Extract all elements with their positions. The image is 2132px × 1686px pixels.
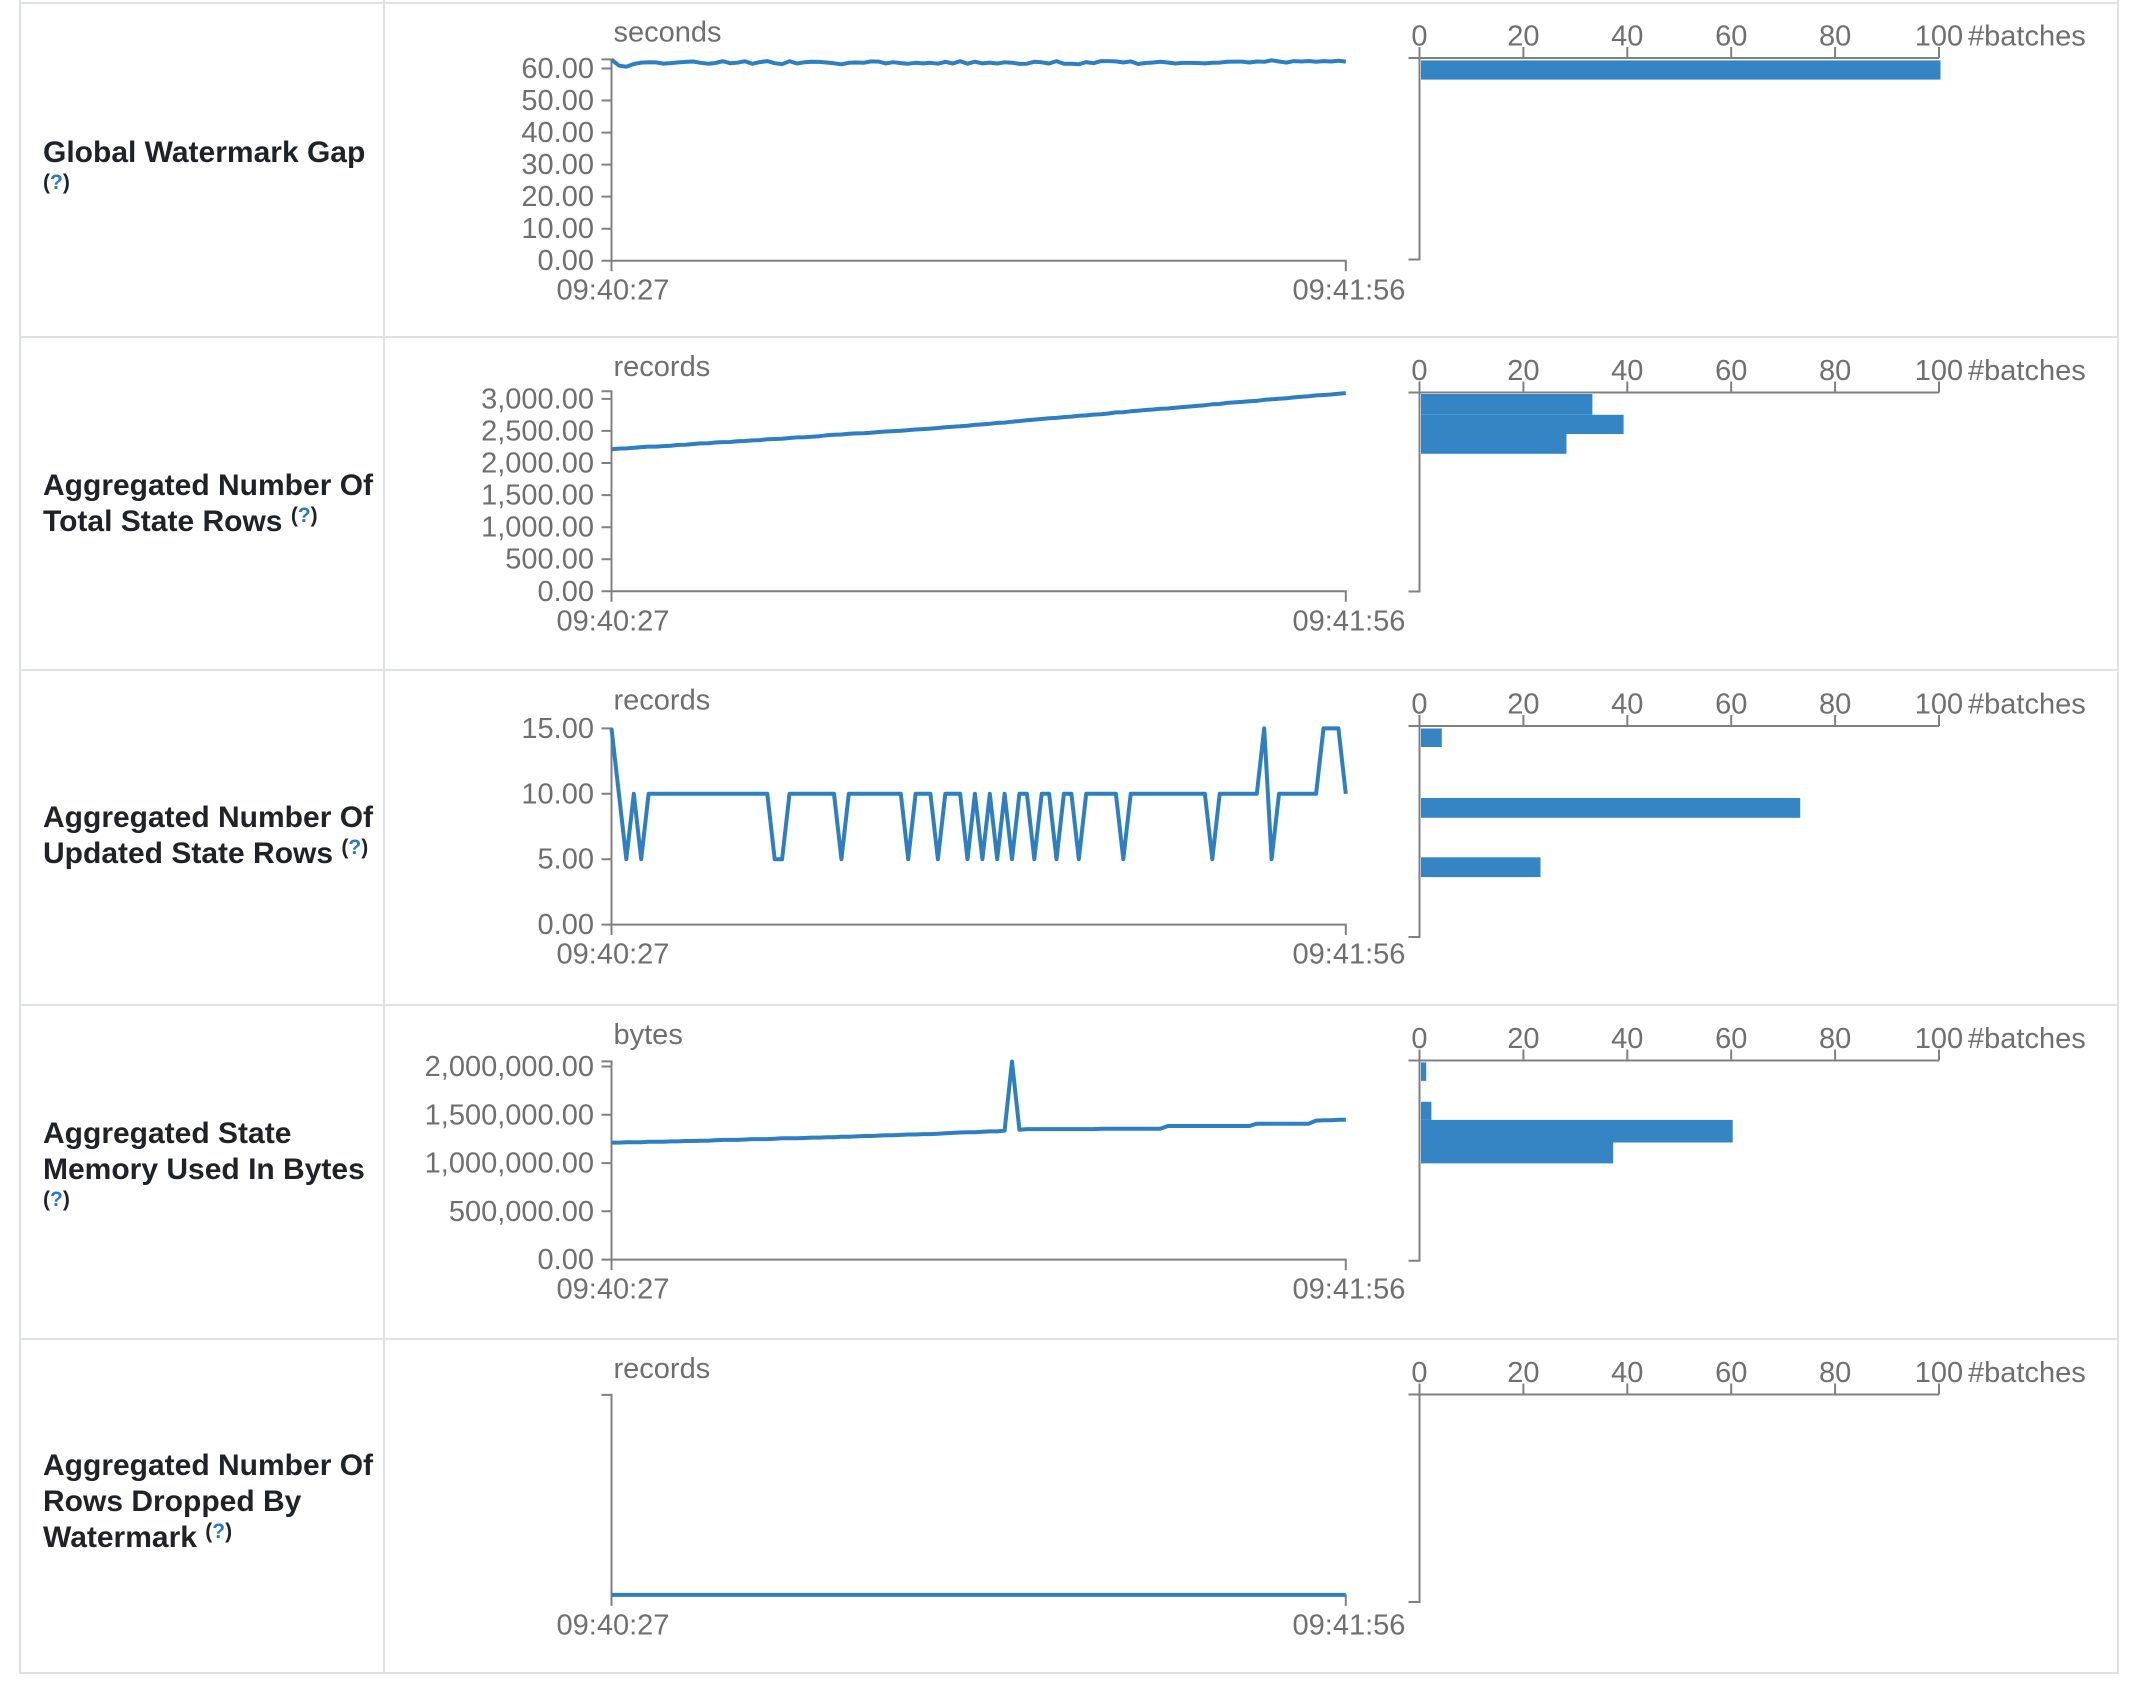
svg-text:50.00: 50.00 [521, 85, 594, 117]
svg-text:#batches: #batches [1968, 689, 2086, 721]
svg-text:0: 0 [1411, 689, 1427, 721]
svg-text:500.00: 500.00 [505, 544, 594, 576]
svg-text:40.00: 40.00 [521, 117, 594, 149]
svg-text:1,000,000.00: 1,000,000.00 [425, 1148, 594, 1180]
svg-text:60.00: 60.00 [521, 53, 594, 85]
svg-text:20.00: 20.00 [521, 181, 594, 213]
svg-text:5.00: 5.00 [538, 844, 594, 876]
svg-text:seconds: seconds [614, 17, 722, 49]
svg-text:#batches: #batches [1968, 1357, 2086, 1389]
svg-text:1,500.00: 1,500.00 [481, 480, 594, 512]
svg-text:records: records [614, 351, 711, 383]
svg-text:09:41:56: 09:41:56 [1293, 1274, 1406, 1306]
svg-text:09:40:27: 09:40:27 [557, 275, 670, 307]
svg-text:#batches: #batches [1968, 1023, 2086, 1055]
svg-text:0.00: 0.00 [538, 1244, 594, 1276]
svg-text:09:40:27: 09:40:27 [557, 1274, 670, 1306]
svg-text:records: records [614, 1353, 711, 1385]
svg-text:0: 0 [1411, 1357, 1427, 1389]
svg-text:09:41:56: 09:41:56 [1293, 939, 1406, 971]
svg-text:0.00: 0.00 [538, 909, 594, 941]
svg-text:2,500.00: 2,500.00 [481, 415, 594, 447]
svg-text:09:41:56: 09:41:56 [1293, 605, 1406, 637]
svg-text:0.00: 0.00 [538, 576, 594, 608]
svg-text:1,500,000.00: 1,500,000.00 [425, 1099, 594, 1131]
svg-text:2,000,000.00: 2,000,000.00 [425, 1051, 594, 1083]
svg-text:500,000.00: 500,000.00 [449, 1196, 594, 1228]
svg-text:#batches: #batches [1968, 355, 2086, 387]
svg-text:records: records [614, 685, 711, 717]
svg-text:0: 0 [1411, 1023, 1427, 1055]
svg-text:0: 0 [1411, 21, 1427, 53]
svg-text:09:40:27: 09:40:27 [557, 1609, 670, 1641]
svg-text:2,000.00: 2,000.00 [481, 448, 594, 480]
svg-text:15.00: 15.00 [521, 713, 594, 745]
svg-text:09:41:56: 09:41:56 [1293, 275, 1406, 307]
svg-text:30.00: 30.00 [521, 149, 594, 181]
svg-text:0.00: 0.00 [538, 245, 594, 277]
svg-text:1,000.00: 1,000.00 [481, 512, 594, 544]
svg-text:3,000.00: 3,000.00 [481, 383, 594, 415]
svg-text:10.00: 10.00 [521, 213, 594, 245]
svg-text:0: 0 [1411, 355, 1427, 387]
svg-text:09:40:27: 09:40:27 [557, 939, 670, 971]
svg-text:10.00: 10.00 [521, 778, 594, 810]
svg-text:#batches: #batches [1968, 21, 2086, 53]
svg-text:09:41:56: 09:41:56 [1293, 1609, 1406, 1641]
svg-text:09:40:27: 09:40:27 [557, 605, 670, 637]
svg-text:bytes: bytes [614, 1019, 683, 1051]
